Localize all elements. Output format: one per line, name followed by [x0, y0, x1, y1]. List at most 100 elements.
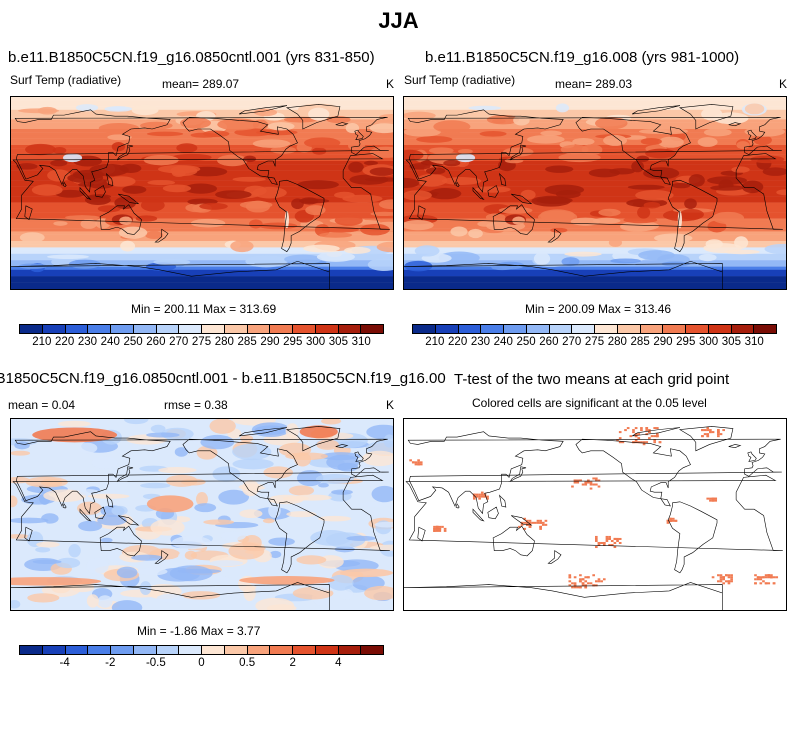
temperature-patch: [570, 217, 601, 226]
coastline: [632, 106, 680, 115]
temperature-patch: [305, 205, 326, 216]
significant-cell: [653, 427, 657, 430]
significant-cell: [584, 586, 588, 589]
difference-patch: [27, 593, 60, 603]
significant-cell: [523, 521, 527, 524]
coastline: [25, 527, 32, 541]
panel1-minmax-label: Min = 200.11 Max = 313.69: [131, 302, 277, 316]
temperature-patch: [47, 254, 89, 260]
significant-cell: [624, 429, 627, 432]
significant-cell: [706, 497, 710, 500]
temperature-band: [404, 205, 786, 210]
temperature-patch: [750, 155, 785, 164]
temperature-band: [404, 180, 786, 184]
significant-cell: [613, 541, 617, 544]
temperature-patch: [232, 176, 266, 182]
difference-patch: [364, 585, 393, 601]
temperature-patch: [360, 223, 390, 236]
temperature-patch: [98, 123, 140, 134]
coastline: [500, 174, 506, 186]
coastline: [511, 194, 531, 204]
significant-cell: [592, 483, 595, 486]
temperature-patch: [671, 182, 691, 189]
coastline: [95, 507, 106, 519]
temperature-patch: [502, 147, 534, 157]
significant-cell: [523, 517, 527, 520]
temperature-band: [404, 97, 786, 101]
temperature-patch: [104, 106, 133, 112]
temperature-band: [404, 193, 786, 197]
significant-cell: [666, 521, 670, 524]
significant-cell: [634, 433, 638, 436]
significant-cell: [724, 580, 728, 583]
coastline: [80, 188, 91, 200]
significant-cell: [571, 485, 574, 488]
difference-patch: [57, 420, 91, 427]
colorbar-cell: [179, 646, 202, 654]
temperature-patch: [345, 123, 360, 134]
temperature-patch: [120, 240, 136, 252]
difference-anomaly: [11, 577, 102, 586]
panel2-mean-label: mean= 289.03: [555, 77, 633, 91]
temperature-patch: [428, 147, 454, 154]
significant-cell: [523, 527, 527, 530]
difference-patch: [131, 554, 163, 561]
temperature-patch: [561, 257, 580, 267]
temperature-band: [404, 177, 786, 181]
colorbar-cell: [315, 325, 339, 333]
colorbar-cell: [663, 325, 686, 333]
difference-patch: [337, 462, 359, 472]
significant-cell: [706, 435, 710, 438]
significant-cell: [587, 481, 590, 484]
colorbar-tick-label: 285: [237, 336, 257, 348]
significant-cell: [605, 539, 609, 542]
significant-cell: [568, 574, 572, 577]
significant-cell: [589, 481, 593, 484]
temperature-patch: [404, 220, 434, 231]
temperature-band: [11, 273, 393, 277]
temperature-patch: [416, 136, 453, 143]
significant-cell: [536, 519, 540, 522]
significant-cell: [433, 525, 436, 528]
temperature-patch: [106, 176, 136, 187]
significant-cell: [409, 459, 412, 462]
temperature-patch: [504, 158, 524, 164]
temperature-band: [404, 285, 786, 289]
temperature-band: [11, 151, 393, 155]
coastline: [15, 110, 389, 192]
colorbar-cell: [270, 646, 293, 654]
significant-cell: [541, 521, 545, 524]
significant-cell: [595, 479, 598, 482]
coastline: [456, 182, 459, 186]
temperature-patch: [254, 108, 278, 117]
significant-cell: [581, 584, 585, 587]
colorbar-tick-label: 275: [584, 336, 605, 348]
significant-cell: [642, 441, 646, 444]
significant-cell: [581, 578, 585, 581]
temperature-band: [11, 215, 393, 219]
coastline: [680, 104, 733, 129]
significant-cell: [645, 441, 649, 444]
panel4-map: [403, 418, 787, 611]
significant-cell: [756, 576, 760, 579]
colorbar-tick-label: 240: [493, 336, 513, 348]
colorbar-tick-label: 230: [470, 336, 491, 348]
temperature-band: [11, 276, 393, 280]
temperature-patch: [404, 177, 420, 189]
colorbar-tick-label: 270: [562, 336, 582, 348]
significant-cell: [576, 586, 580, 589]
significant-cell: [618, 441, 622, 444]
temperature-band: [11, 266, 393, 271]
coastline: [11, 582, 329, 610]
colorbar-cell: [270, 325, 293, 333]
temperature-band: [11, 263, 393, 267]
temperature-band: [11, 260, 393, 264]
temperature-band: [404, 282, 786, 287]
temperature-patch: [438, 251, 480, 265]
difference-patch: [78, 520, 103, 532]
significant-cell: [573, 481, 577, 484]
difference-patch: [383, 434, 393, 448]
significant-cell: [472, 495, 476, 498]
significant-cell: [714, 499, 718, 502]
significant-cell: [658, 441, 662, 444]
